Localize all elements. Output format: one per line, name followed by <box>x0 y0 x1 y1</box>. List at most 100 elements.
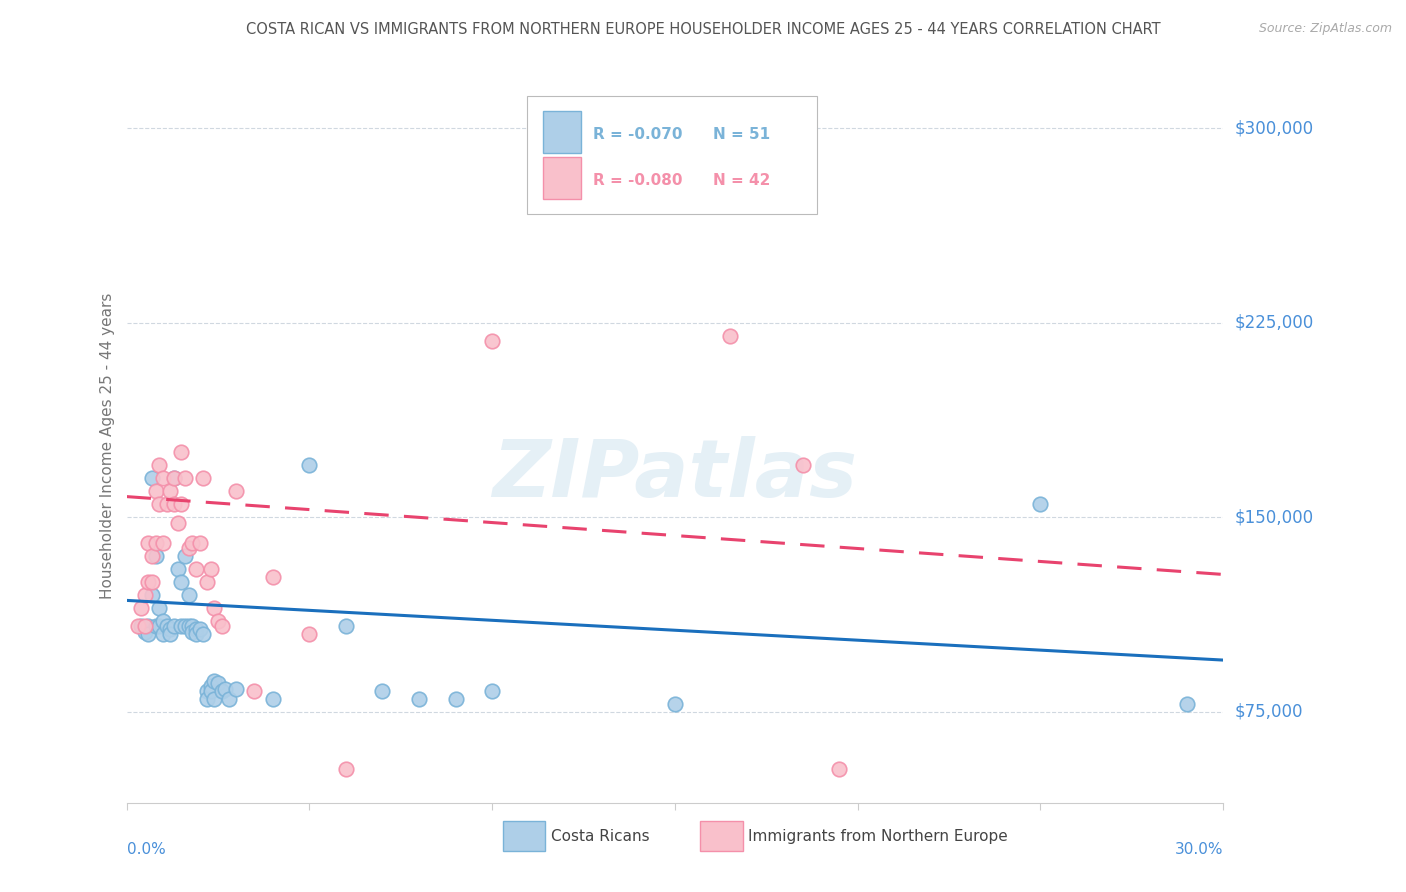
Point <box>184 562 207 576</box>
Point <box>828 762 851 776</box>
Text: COSTA RICAN VS IMMIGRANTS FROM NORTHERN EUROPE HOUSEHOLDER INCOME AGES 25 - 44 Y: COSTA RICAN VS IMMIGRANTS FROM NORTHERN … <box>246 22 1160 37</box>
Point <box>152 536 174 550</box>
Point <box>177 588 200 602</box>
Text: Costa Ricans: Costa Ricans <box>551 829 650 844</box>
Point <box>225 681 247 696</box>
Point <box>481 334 503 348</box>
Point <box>243 684 266 698</box>
Point <box>129 601 152 615</box>
Point <box>127 619 149 633</box>
Y-axis label: Householder Income Ages 25 - 44 years: Householder Income Ages 25 - 44 years <box>100 293 115 599</box>
FancyBboxPatch shape <box>543 111 581 153</box>
Point <box>141 549 163 564</box>
Point <box>163 471 186 485</box>
Point <box>141 588 163 602</box>
Point <box>145 619 167 633</box>
Point <box>664 697 686 711</box>
Point <box>148 497 170 511</box>
Point <box>211 619 233 633</box>
Text: 0.0%: 0.0% <box>127 842 166 856</box>
Point <box>200 562 222 576</box>
Text: $300,000: $300,000 <box>1234 120 1313 137</box>
Point <box>174 471 197 485</box>
Point <box>129 619 152 633</box>
Point <box>211 684 233 698</box>
Point <box>207 614 229 628</box>
Point <box>195 684 218 698</box>
Text: Immigrants from Northern Europe: Immigrants from Northern Europe <box>748 829 1008 844</box>
Point <box>184 627 207 641</box>
Point <box>163 619 186 633</box>
Text: N = 42: N = 42 <box>713 173 770 188</box>
Point <box>214 681 236 696</box>
Point <box>193 627 215 641</box>
Text: $75,000: $75,000 <box>1234 703 1303 721</box>
Point <box>181 536 204 550</box>
Point <box>145 536 167 550</box>
Point <box>152 627 174 641</box>
Text: R = -0.070: R = -0.070 <box>593 128 682 143</box>
Point <box>408 692 430 706</box>
Point <box>188 622 211 636</box>
Point <box>138 536 160 550</box>
Point <box>298 627 321 641</box>
Text: Source: ZipAtlas.com: Source: ZipAtlas.com <box>1258 22 1392 36</box>
Point <box>134 588 156 602</box>
Point <box>138 575 160 590</box>
Point <box>138 619 160 633</box>
Point <box>166 562 188 576</box>
FancyBboxPatch shape <box>503 821 546 851</box>
Point <box>152 614 174 628</box>
Point <box>170 445 193 459</box>
Point <box>335 619 357 633</box>
Point <box>145 484 167 499</box>
Point <box>195 692 218 706</box>
Point <box>141 471 163 485</box>
Point <box>718 328 741 343</box>
Point <box>202 673 225 688</box>
Point <box>481 684 503 698</box>
FancyBboxPatch shape <box>543 157 581 199</box>
Point <box>218 692 240 706</box>
Point <box>195 575 218 590</box>
Point <box>298 458 321 473</box>
Point <box>200 679 222 693</box>
Text: R = -0.080: R = -0.080 <box>593 173 682 188</box>
Point <box>166 516 188 530</box>
Point <box>1029 497 1052 511</box>
Point <box>148 458 170 473</box>
Point <box>664 199 686 213</box>
Point <box>371 684 394 698</box>
Text: N = 51: N = 51 <box>713 128 770 143</box>
Point <box>156 497 179 511</box>
Point <box>792 458 814 473</box>
Text: ZIPatlas: ZIPatlas <box>492 435 858 514</box>
Text: $150,000: $150,000 <box>1234 508 1313 526</box>
Point <box>177 619 200 633</box>
Point <box>188 536 211 550</box>
Point <box>262 570 284 584</box>
Point <box>134 619 156 633</box>
Point <box>200 684 222 698</box>
Point <box>145 549 167 564</box>
Point <box>174 549 197 564</box>
Point <box>159 622 181 636</box>
Point <box>202 692 225 706</box>
Point <box>163 497 186 511</box>
Point <box>177 541 200 556</box>
Point <box>170 619 193 633</box>
Point <box>335 762 357 776</box>
Point <box>141 575 163 590</box>
Point <box>174 619 197 633</box>
Point <box>148 619 170 633</box>
Point <box>159 627 181 641</box>
Point <box>184 622 207 636</box>
Point <box>181 619 204 633</box>
Point <box>202 601 225 615</box>
Text: $225,000: $225,000 <box>1234 314 1313 332</box>
Point <box>181 624 204 639</box>
Point <box>262 692 284 706</box>
Text: 30.0%: 30.0% <box>1175 842 1223 856</box>
Point <box>193 471 215 485</box>
FancyBboxPatch shape <box>700 821 742 851</box>
